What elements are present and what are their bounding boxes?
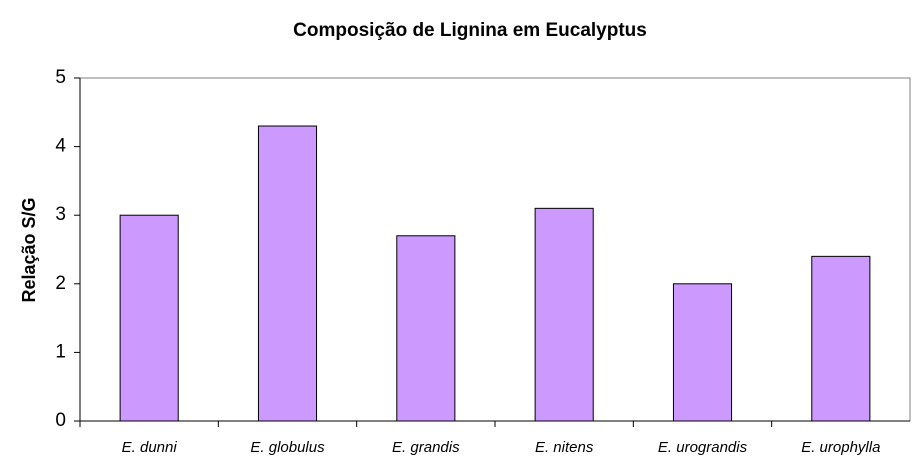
- bar: [119, 214, 179, 422]
- x-tick-label: E. nitens: [535, 439, 594, 456]
- y-tick-label: 5: [55, 67, 66, 88]
- bar: [672, 283, 733, 422]
- y-tick-label: 0: [55, 410, 66, 431]
- bar: [534, 207, 594, 422]
- chart-title: Composição de Lignina em Eucalyptus: [293, 20, 647, 41]
- x-tick-label: E. grandis: [392, 439, 460, 456]
- bar: [396, 235, 456, 422]
- y-tick-label: 4: [55, 136, 66, 157]
- y-tick-label: 3: [55, 204, 66, 225]
- x-tick-label: E. dunni: [122, 439, 178, 456]
- x-tick-label: E. globulus: [250, 439, 325, 456]
- bar: [257, 125, 318, 422]
- x-tick-label: E. urophylla: [801, 439, 880, 456]
- y-tick-label: 2: [55, 273, 66, 294]
- y-tick-label: 1: [55, 341, 66, 362]
- bar: [811, 255, 871, 422]
- y-axis-label: Relação S/G: [19, 197, 39, 302]
- x-tick-label: E. urograndis: [658, 439, 748, 456]
